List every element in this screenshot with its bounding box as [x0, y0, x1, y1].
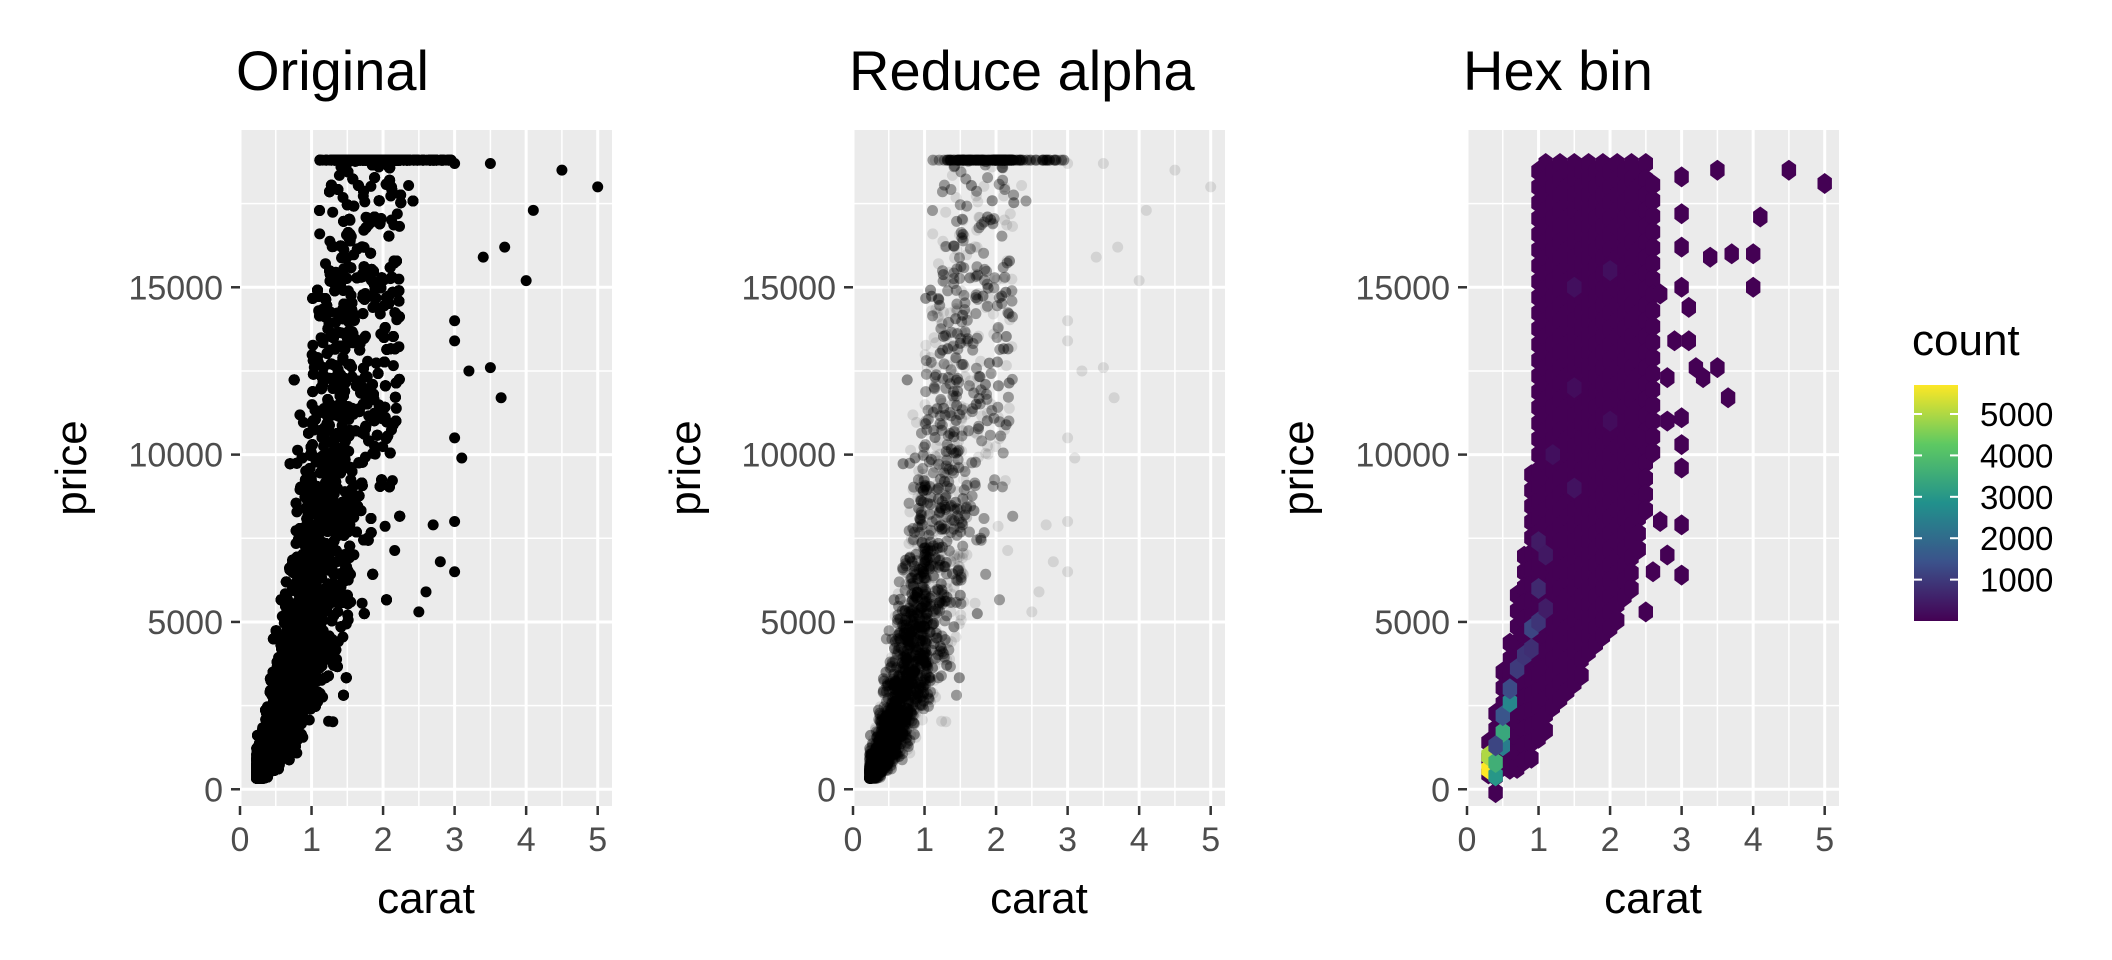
data-point	[356, 597, 368, 609]
data-point	[389, 545, 401, 556]
data-point	[340, 551, 352, 563]
data-point	[315, 332, 327, 344]
data-point	[307, 339, 319, 351]
data-point	[387, 360, 399, 372]
data-point	[390, 402, 402, 414]
data-point	[391, 208, 403, 220]
data-point	[333, 169, 345, 181]
data-point	[327, 206, 339, 218]
data-point	[403, 180, 415, 191]
data-point	[291, 506, 303, 518]
data-point	[374, 308, 386, 320]
data-point	[377, 441, 389, 453]
data-point	[379, 520, 391, 532]
data-point	[359, 196, 371, 208]
data-point	[297, 416, 309, 428]
data-point	[314, 228, 326, 240]
panel-title: Original	[236, 39, 429, 102]
data-points	[251, 154, 604, 784]
data-point	[337, 631, 349, 643]
data-point	[388, 219, 400, 231]
data-point	[323, 715, 335, 727]
